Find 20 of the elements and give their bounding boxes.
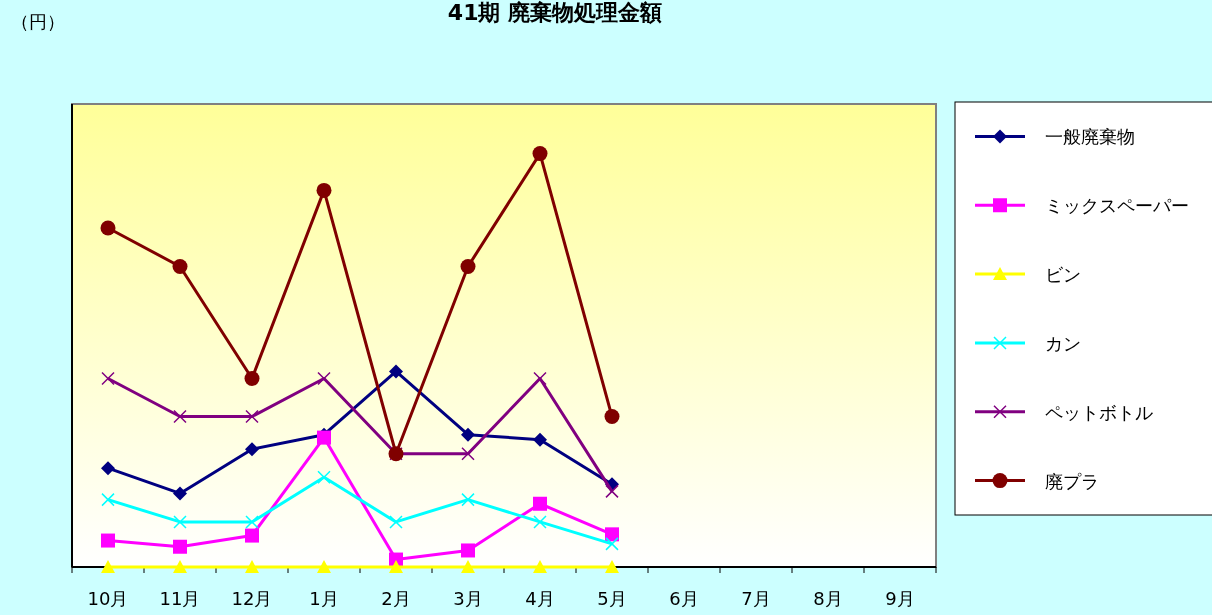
x-tick-label: 1月 (309, 588, 339, 609)
text: （円） (11, 11, 65, 32)
legend-label: ペットボトル (1045, 401, 1153, 423)
x-tick-label: 7月 (741, 588, 771, 609)
x-tick-label: 10月 (87, 588, 129, 609)
x-tick-label: 9月 (885, 588, 915, 609)
legend-label: ミックスペーパー (1045, 195, 1189, 217)
x-tick-label: 4月 (525, 588, 555, 609)
legend-label: 一般廃棄物 (1045, 126, 1135, 148)
x-tick-label: 3月 (453, 588, 483, 609)
legend-label: 廃プラ (1045, 470, 1099, 492)
x-tick-label: 5月 (597, 588, 627, 609)
x-tick-label: 12月 (231, 588, 273, 609)
legend-label: ビン (1045, 264, 1081, 286)
legend-label: カン (1045, 332, 1081, 354)
chart-title: 41期 廃棄物処理金額 (447, 0, 663, 25)
x-tick-label: 2月 (381, 588, 411, 609)
x-tick-label: 8月 (813, 588, 843, 609)
x-tick-label: 11月 (159, 588, 201, 609)
x-tick-label: 6月 (669, 588, 699, 609)
